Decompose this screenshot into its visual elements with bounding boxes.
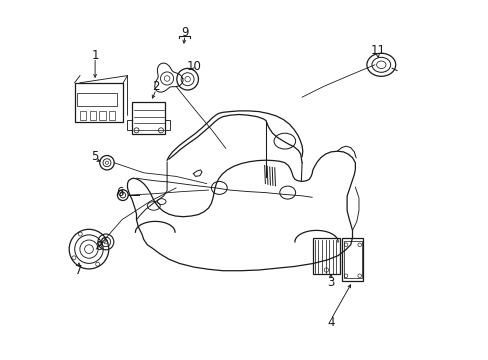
Text: 9: 9 — [181, 26, 188, 39]
Text: 11: 11 — [369, 44, 385, 57]
Text: 8: 8 — [95, 240, 102, 253]
Text: 4: 4 — [326, 316, 334, 329]
Text: 2: 2 — [152, 80, 160, 93]
Text: 3: 3 — [326, 276, 334, 289]
Text: 5: 5 — [91, 150, 99, 163]
Text: 10: 10 — [186, 60, 201, 73]
Text: 7: 7 — [75, 264, 82, 276]
Text: 1: 1 — [91, 49, 99, 62]
Text: 6: 6 — [116, 186, 124, 199]
